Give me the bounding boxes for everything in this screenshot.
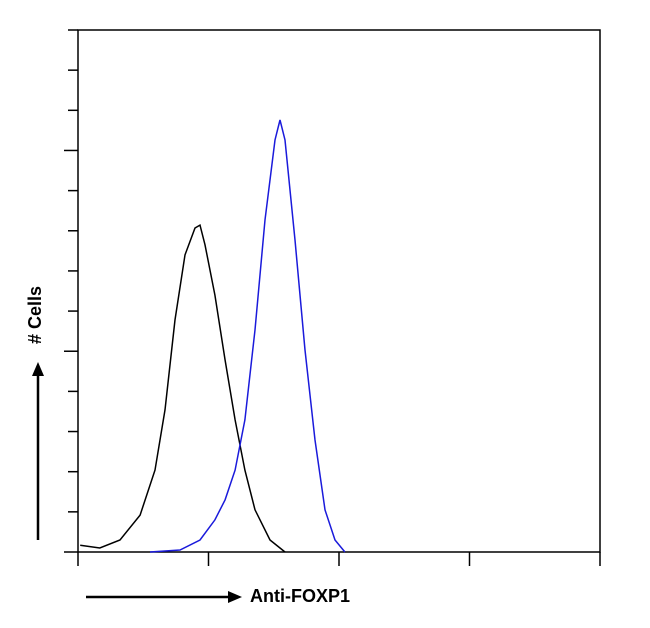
plot-frame	[77, 29, 601, 553]
histogram-line	[149, 119, 346, 553]
histogram-line	[80, 223, 286, 553]
x-arrow-head	[228, 591, 242, 603]
y-axis-label: # Cells	[25, 286, 45, 344]
x-axis-label: Anti-FOXP1	[250, 586, 350, 606]
y-arrow-head	[32, 362, 44, 376]
